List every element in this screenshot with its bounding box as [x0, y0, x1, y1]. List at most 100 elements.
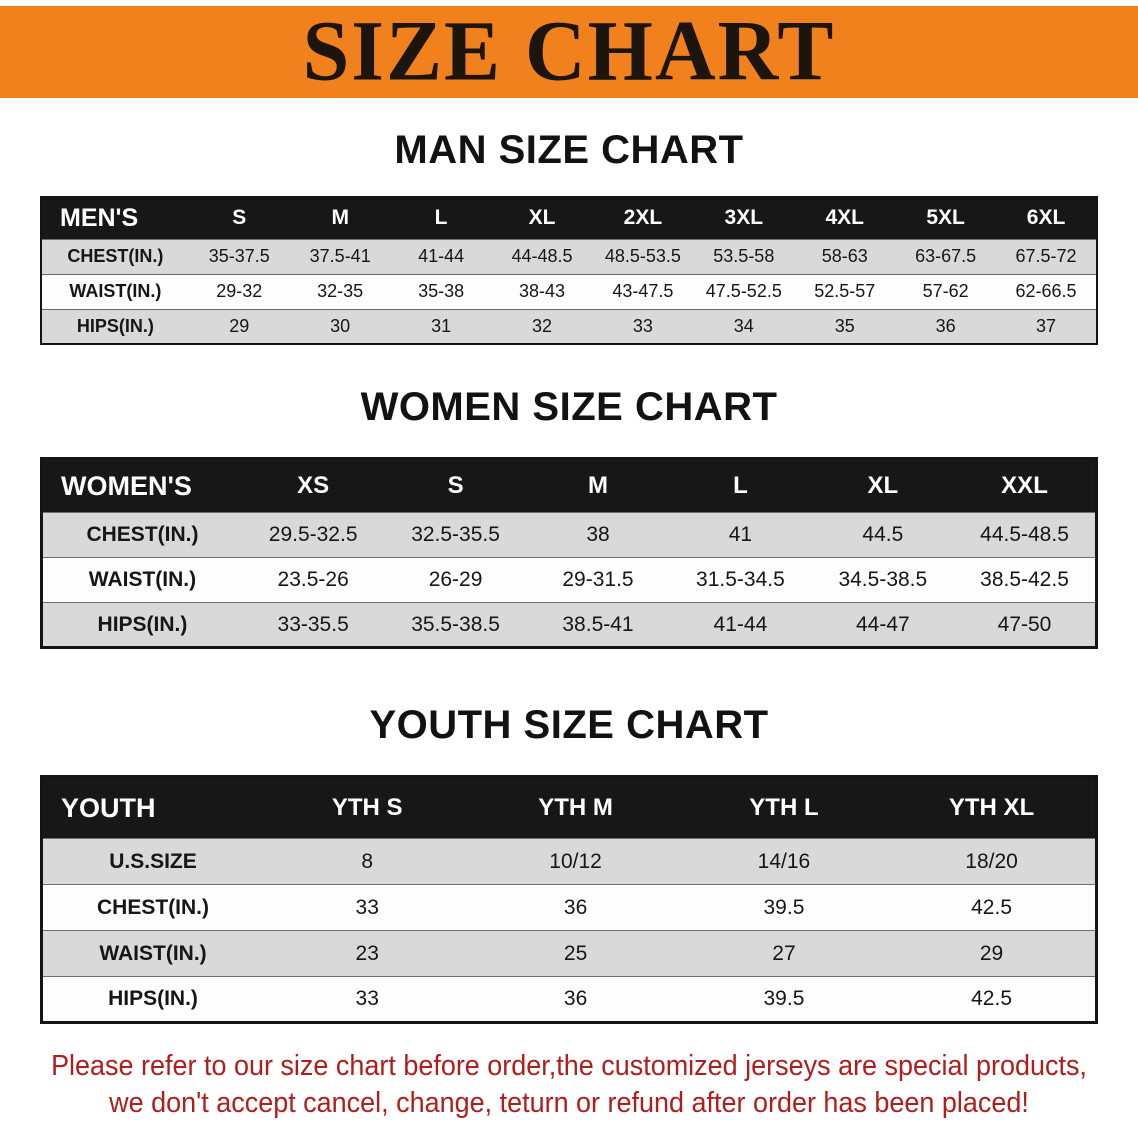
size-value: 34.5-38.5 — [838, 568, 928, 591]
size-value: 57-62 — [922, 281, 969, 301]
size-value: 63-67.5 — [915, 246, 977, 266]
size-value: 36 — [563, 987, 588, 1010]
size-value: 38.5-41 — [562, 612, 634, 636]
size-value: 27 — [772, 941, 796, 965]
table-row: CHEST(IN.) 35-37.5 37.5-41 41-44 44-48.5 48.5… — [41, 239, 1097, 274]
size-value: 39.5 — [763, 987, 805, 1010]
note-line-2: we don't accept cancel, change, teturn o… — [109, 1087, 1029, 1119]
size-value: 29-31.5 — [562, 568, 634, 591]
row-label: CHEST(IN.) — [97, 895, 210, 919]
table-header-row: MEN'S S M L XL 2XL 3XL 4XL 5XL 6XL — [41, 197, 1097, 239]
table-header-row: WOMEN'S XS S M L XL XXL — [41, 458, 1097, 513]
size-value: 29 — [979, 941, 1004, 965]
size-value: 47-50 — [997, 612, 1052, 636]
row-label: CHEST(IN.) — [67, 246, 164, 266]
women-size-table: WOMEN'S XS S M L XL XXL CHEST(IN.) 29.5-32.5 32.5… — [40, 457, 1098, 649]
size-value: 48.5-53.5 — [604, 246, 681, 266]
size-value: 44-48.5 — [511, 246, 573, 266]
size-value: 35.5-38.5 — [411, 612, 500, 636]
women-size-section: WOMEN SIZE CHART WOMEN'S XS S M L XL XXL CHEST(… — [0, 385, 1138, 649]
size-value: 58-63 — [821, 246, 868, 266]
table-row: U.S.SIZE 8 10/12 14/16 18/20 — [41, 838, 1097, 885]
table-title-cell: WOMEN'S — [41, 458, 242, 513]
size-column-header: 2XL — [592, 197, 694, 239]
size-value: 35 — [834, 315, 855, 336]
size-column-header: M — [289, 197, 391, 239]
table-title-cell: MEN'S — [41, 197, 189, 239]
size-value: 39.5 — [763, 895, 805, 919]
size-column-header: 3XL — [693, 197, 795, 239]
size-column-header: 6XL — [996, 197, 1097, 239]
size-value: 29.5-32.5 — [268, 523, 358, 546]
youth-size-table: YOUTH YTH S YTH M YTH L YTH XL U.S.SIZE 8 10/12… — [40, 775, 1098, 1024]
row-label: HIPS(IN.) — [97, 612, 188, 636]
size-value: 32 — [531, 315, 553, 336]
row-label: HIPS(IN.) — [108, 987, 198, 1010]
size-value: 8 — [361, 849, 374, 873]
size-value: 26-29 — [428, 568, 483, 591]
table-row: WAIST(IN.) 29-32 32-35 35-38 38-43 43-47.5 47.… — [41, 274, 1097, 309]
size-value: 33-35.5 — [277, 612, 349, 636]
size-value: 67.5-72 — [1015, 246, 1077, 266]
size-value: 41 — [728, 523, 753, 546]
table-row: WAIST(IN.) 23 25 27 29 — [41, 930, 1097, 977]
size-chart-page: SIZE CHART MAN SIZE CHART MEN'S S M L XL 2XL 3… — [0, 4, 1138, 1138]
size-value: 38-43 — [518, 281, 566, 301]
table-row: HIPS(IN.) 33 36 39.5 42.5 — [41, 976, 1097, 1023]
size-value: 31 — [431, 315, 452, 336]
table-row: CHEST(IN.) 29.5-32.5 32.5-35.5 38 41 44.5 44.5… — [41, 512, 1097, 558]
size-value: 18/20 — [965, 849, 1018, 873]
size-value: 38 — [586, 523, 610, 546]
size-value: 14/16 — [757, 849, 811, 873]
table-title-cell: YOUTH — [41, 776, 264, 839]
size-value: 29 — [229, 315, 250, 336]
size-column-header: XL — [811, 458, 955, 513]
size-value: 41-44 — [713, 612, 768, 636]
row-label: WAIST(IN.) — [99, 941, 207, 965]
table-row: WAIST(IN.) 23.5-26 26-29 29-31.5 31.5-34.5 34… — [41, 557, 1097, 603]
size-value: 42.5 — [971, 895, 1012, 919]
men-size-section: MAN SIZE CHART MEN'S S M L XL 2XL 3XL 4XL 5XL 6XL… — [0, 128, 1138, 345]
men-size-table: MEN'S S M L XL 2XL 3XL 4XL 5XL 6XL CHEST(IN.) 35-37… — [40, 196, 1098, 345]
size-value: 30 — [330, 315, 351, 336]
size-value: 32-35 — [317, 281, 364, 301]
row-label: U.S.SIZE — [109, 849, 197, 873]
size-column-header: YTH S — [263, 776, 472, 839]
size-value: 31.5-34.5 — [696, 568, 785, 591]
size-column-header: S — [384, 458, 527, 513]
size-column-header: 4XL — [794, 197, 896, 239]
size-column-header: YTH XL — [888, 776, 1097, 839]
size-value: 33 — [632, 315, 653, 336]
size-value: 44.5 — [862, 523, 904, 546]
size-value: 10/12 — [549, 849, 602, 873]
size-column-header: S — [188, 197, 290, 239]
size-value: 23 — [355, 941, 379, 965]
size-value: 33 — [355, 987, 379, 1010]
size-value: 53.5-58 — [713, 246, 775, 266]
size-value: 36 — [935, 315, 956, 336]
size-value: 35-37.5 — [208, 246, 270, 266]
size-value: 33 — [355, 895, 379, 919]
size-value: 41-44 — [418, 246, 465, 266]
row-label: WAIST(IN.) — [88, 568, 197, 591]
youth-section-title: YOUTH SIZE CHART — [369, 703, 769, 747]
size-column-header: L — [390, 197, 492, 239]
size-value: 47.5-52.5 — [705, 281, 782, 301]
page-title: SIZE CHART — [302, 4, 836, 99]
table-row: HIPS(IN.) 29 30 31 32 33 34 35 36 37 — [41, 309, 1097, 344]
size-column-header: XXL — [954, 458, 1097, 513]
men-section-title: MAN SIZE CHART — [394, 128, 744, 172]
banner: SIZE CHART — [0, 4, 1138, 99]
size-value: 34 — [733, 315, 754, 336]
row-label: HIPS(IN.) — [76, 315, 154, 336]
size-value: 42.5 — [971, 987, 1012, 1010]
size-column-header: M — [526, 458, 670, 513]
size-value: 37 — [1036, 315, 1057, 336]
size-column-header: YTH L — [679, 776, 889, 839]
size-value: 35-38 — [418, 281, 465, 301]
size-value: 62-66.5 — [1015, 281, 1077, 301]
size-value: 36 — [563, 895, 588, 919]
size-value: 44.5-48.5 — [980, 523, 1069, 546]
size-column-header: XL — [491, 197, 593, 239]
youth-size-section: YOUTH SIZE CHART YOUTH YTH S YTH M YTH L YTH… — [0, 703, 1138, 1024]
